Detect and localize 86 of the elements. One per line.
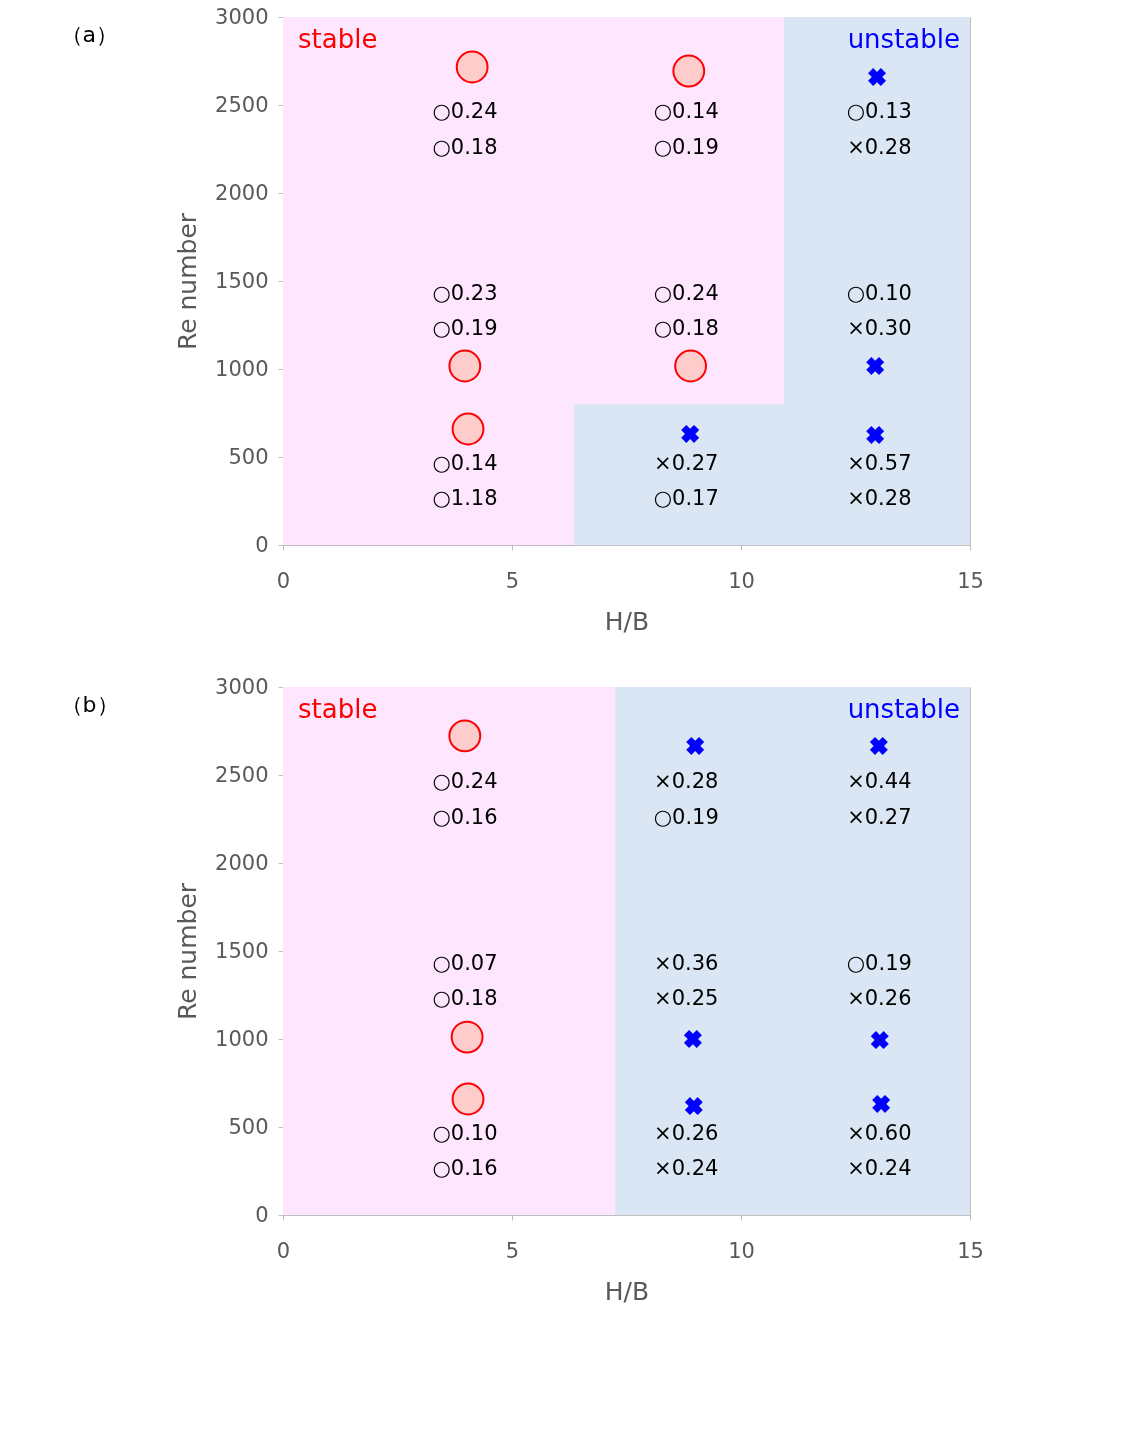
annotation: ○0.13 [846, 99, 912, 124]
x-tick-label: 0 [276, 1238, 291, 1263]
annotation: ○0.07 [432, 951, 498, 976]
y-tick-label: 1500 [215, 938, 269, 963]
x-tick-label: 10 [728, 568, 755, 593]
annotation: ○0.16 [432, 1156, 498, 1181]
point [451, 412, 485, 446]
annotation: ○0.19 [432, 316, 498, 341]
point [869, 736, 888, 755]
text: （a） [60, 22, 119, 47]
point [870, 1031, 889, 1050]
point [683, 1030, 702, 1048]
x-tick-label: 0 [276, 568, 291, 593]
annotation: ○0.24 [432, 99, 498, 124]
annotation: ×0.27 [847, 804, 912, 829]
annotation: ○0.16 [432, 804, 498, 829]
y-tick-label: 500 [228, 1114, 269, 1139]
y-tick-label: 0 [255, 532, 269, 557]
band-label: unstable [847, 24, 960, 54]
y-tick-label: 0 [255, 1202, 269, 1227]
point [455, 50, 489, 84]
y-axis-title: Re number [173, 882, 203, 1021]
annotation: ○0.10 [432, 1121, 498, 1146]
point [672, 54, 706, 88]
text: （b） [60, 692, 119, 717]
point [684, 1097, 703, 1116]
annotation: ○0.18 [432, 134, 498, 159]
point [866, 426, 885, 444]
annotation: ○0.18 [432, 986, 498, 1011]
y-tick-label: 2000 [215, 850, 269, 875]
point [866, 357, 885, 375]
annotation: ×0.28 [847, 486, 912, 511]
y-tick-label: 3000 [215, 674, 269, 699]
point [686, 736, 705, 755]
x-tick-label: 5 [505, 568, 520, 593]
annotation: ×0.27 [654, 451, 719, 476]
annotation: ×0.24 [847, 1156, 912, 1181]
annotation: ○1.18 [432, 486, 498, 511]
band-label: stable [298, 694, 378, 724]
point [868, 68, 887, 87]
y-tick-label: 500 [228, 444, 269, 469]
annotation: ○0.10 [846, 281, 912, 306]
y-tick-label: 1000 [215, 1026, 269, 1051]
annotation: ○0.24 [432, 769, 498, 794]
x-axis-title: H/B [604, 606, 650, 636]
y-tick-label: 2500 [215, 92, 269, 117]
annotation: ○0.19 [653, 804, 719, 829]
annotation: ×0.26 [654, 1121, 719, 1146]
y-tick-label: 2000 [215, 180, 269, 205]
annotation: ○0.23 [432, 281, 498, 306]
annotation: ×0.30 [847, 316, 912, 341]
point [872, 1094, 891, 1113]
annotation: ○0.18 [653, 316, 719, 341]
y-tick-label: 1000 [215, 356, 269, 381]
annotation: ○0.19 [846, 951, 912, 976]
point [451, 1082, 485, 1116]
annotation: ×0.60 [847, 1121, 912, 1146]
point [448, 349, 482, 383]
x-axis-title: H/B [604, 1276, 650, 1306]
annotation: ×0.26 [847, 986, 912, 1011]
band-label: stable [298, 24, 378, 54]
x-tick-label: 5 [505, 1238, 520, 1263]
point [450, 1020, 484, 1054]
band-label: unstable [847, 694, 960, 724]
x-tick-label: 15 [957, 1238, 984, 1263]
y-tick-label: 1500 [215, 268, 269, 293]
point [448, 719, 482, 753]
y-tick-label: 3000 [215, 4, 269, 29]
annotation: ○0.14 [653, 99, 719, 124]
annotation: ×0.24 [654, 1156, 719, 1181]
annotation: ×0.28 [654, 769, 719, 794]
y-axis-title: Re number [173, 212, 203, 351]
annotation: ×0.57 [847, 451, 912, 476]
annotation: ×0.25 [654, 986, 719, 1011]
annotation: ○0.17 [653, 486, 719, 511]
annotation: ○0.19 [653, 134, 719, 159]
annotation: ○0.24 [653, 281, 719, 306]
y-tick-label: 2500 [215, 762, 269, 787]
x-tick-label: 15 [957, 568, 984, 593]
x-tick-label: 10 [728, 1238, 755, 1263]
annotation: ×0.28 [847, 134, 912, 159]
point [681, 424, 700, 443]
annotation: ×0.36 [654, 951, 719, 976]
annotation: ×0.44 [847, 769, 912, 794]
point [674, 349, 708, 383]
annotation: ○0.14 [432, 451, 498, 476]
